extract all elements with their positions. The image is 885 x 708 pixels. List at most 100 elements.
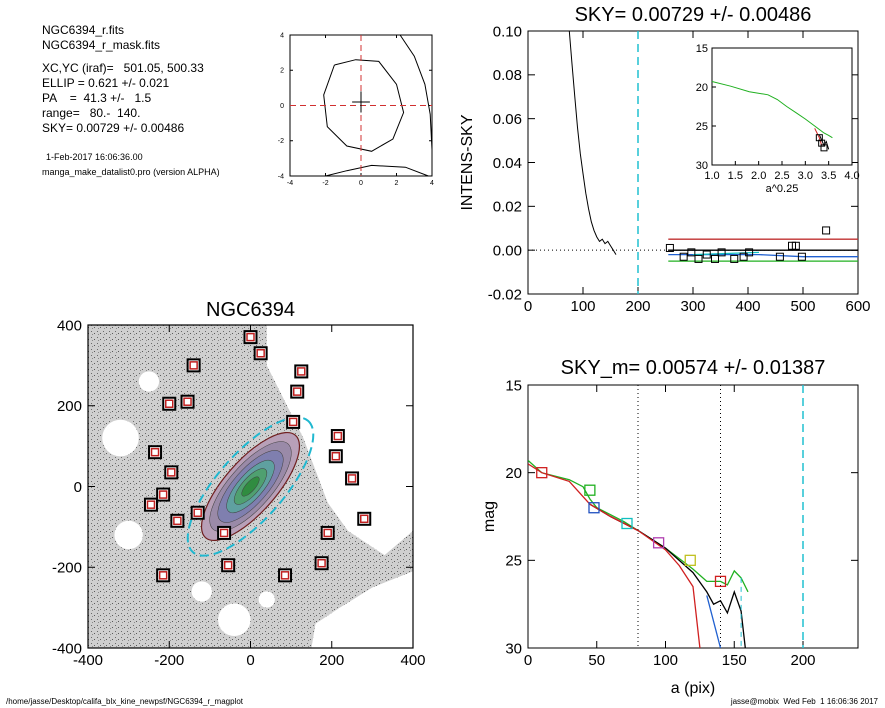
sky-box-inner — [333, 431, 343, 441]
mag-profile-title: SKY_m= 0.00574 +/- 0.01387 — [561, 357, 826, 379]
sky-profile-xtick-label: 200 — [625, 298, 650, 315]
sky-box-inner — [292, 387, 302, 396]
sky-profile-ytick-label: 0.10 — [493, 23, 522, 40]
inset-square — [818, 139, 826, 147]
inset-ytick-label: 25 — [696, 121, 708, 133]
inner-contour — [323, 59, 405, 152]
center-contour-plot: -4 -2 0 2 4 -4 -2 0 2 4 — [278, 32, 434, 187]
masked-hole — [138, 371, 160, 392]
sky-box-inner — [150, 447, 160, 457]
sky-sample-square — [775, 252, 784, 261]
sky-profile-ytick-label: 0.06 — [493, 111, 522, 128]
mag-sample-square — [684, 554, 696, 566]
noise-field — [88, 325, 413, 648]
sky-profile-xtick-label: 400 — [735, 298, 760, 315]
sky-sample-square — [791, 241, 800, 250]
sky-box-inner — [158, 490, 168, 499]
fit-ellipse-dashed — [186, 416, 315, 557]
inset-xtick-label: 3.5 — [821, 170, 836, 182]
galaxy-map-plot: -400 -200 0 200 400 -400 -200 0 200 400 NGC6394 — [52, 299, 426, 669]
mag-sample-square — [621, 517, 633, 530]
mag-profile-xtick-label: 0 — [524, 652, 532, 669]
sky-sample-square — [745, 248, 754, 257]
sky-level-line — [692, 251, 760, 256]
sky-box-inner — [246, 332, 255, 342]
inset-xlabel: a^0.25 — [766, 183, 799, 195]
sky-sample-square — [711, 254, 719, 263]
sky-profile-xtick-label: 500 — [790, 298, 815, 315]
sky-box-inner — [223, 560, 233, 570]
info-date: 1-Feb-2017 16:06:36.00 — [46, 152, 143, 162]
sky-profile-ytick-label: 0.04 — [493, 155, 522, 172]
center-contour-ytick-label: 4 — [280, 32, 284, 39]
inset-ytick-label: 15 — [696, 43, 708, 55]
mag-profile-ylabel: mag — [481, 501, 498, 532]
inset-ytick-label: 30 — [696, 160, 708, 172]
sky-sample-square — [739, 252, 748, 261]
center-contour-ytick-label: 0 — [280, 103, 284, 110]
inset-green-line — [711, 81, 833, 139]
sky-box-inner — [219, 528, 229, 538]
mag-sample-square — [652, 537, 665, 549]
info-line-mask: NGC6394_r_mask.fits — [42, 38, 160, 52]
galaxy-map-ytick-label: 0 — [74, 479, 82, 496]
sky-box-inner — [167, 468, 176, 477]
outer-contour — [399, 34, 433, 150]
masked-hole — [368, 595, 393, 620]
sky-profile-xtick-label: 100 — [570, 298, 595, 315]
masked-hole — [191, 581, 212, 602]
mag-profile-xlabel: a (pix) — [671, 680, 715, 697]
sky-box-inner — [331, 451, 341, 461]
galaxy-map-xtick-label: 400 — [400, 652, 425, 669]
inset-xtick-label: 1.5 — [728, 170, 743, 182]
center-contour-xtick-label: 4 — [430, 180, 434, 187]
sky-profile-plot: 0 100 200 300 400 500 600 -0.02 0.00 0.02 0.04 0.06… — [459, 4, 871, 315]
sky-box-inner — [360, 514, 369, 524]
sky-sample-square — [822, 226, 831, 235]
sky-sample-square — [687, 248, 696, 257]
galaxy-map-ytick-label: -200 — [52, 560, 82, 577]
footer-stamp: jasse@mobix Wed Feb 1 16:06:36 2017 — [730, 697, 879, 706]
sky-box-inner — [173, 516, 182, 526]
footer-path: /home/jasse/Desktop/califa_blx_kine_newp… — [6, 697, 244, 706]
mag-lines — [528, 459, 749, 648]
mag-profile-frame — [527, 384, 859, 649]
masked-hole — [218, 603, 251, 636]
info-block: NGC6394_r.fits NGC6394_r_mask.fits XC,YC… — [42, 23, 220, 177]
inset-square — [815, 134, 823, 142]
galaxy-map-ytick-label: -400 — [52, 640, 82, 657]
sky-sample-square — [702, 250, 711, 259]
sky-box-inner — [288, 417, 298, 427]
sky-profile-ytick-label: 0.08 — [493, 67, 522, 84]
mag-sample-square — [536, 467, 548, 479]
mag-profile-ytick-label: 15 — [505, 377, 522, 394]
mag-profile-line — [706, 595, 722, 648]
galaxy-isophotes — [186, 416, 315, 557]
mag-profile-line — [528, 463, 701, 648]
masked-hole — [114, 520, 143, 550]
mag-profile-xtick-label: 100 — [653, 652, 678, 669]
center-contour-xtick-label: -2 — [322, 180, 328, 187]
sky-profile-xtick-label: 300 — [680, 298, 705, 315]
mag-profile-ytick-label: 20 — [505, 465, 522, 482]
sky-profile-ytick-label: -0.02 — [488, 286, 522, 303]
center-contour-ytick-label: -4 — [278, 173, 284, 180]
mag-sample-square — [714, 575, 727, 588]
info-line-center: XC,YC (iraf)= 501.05, 500.33 — [42, 61, 204, 75]
intensity-profile-line — [568, 30, 617, 255]
sky-profile-ytick-label: 0.02 — [493, 199, 522, 216]
galaxy-isophote — [241, 476, 260, 497]
sky-sample-square — [665, 243, 674, 252]
galaxy-map-ytick-label: 200 — [57, 398, 82, 415]
sky-sample-square — [679, 252, 688, 261]
inset-frame — [711, 47, 853, 166]
sky-box-inner — [193, 508, 202, 517]
center-contour-ytick-label: 2 — [280, 68, 284, 75]
info-line-ellip: ELLIP = 0.621 +/- 0.021 — [42, 76, 170, 90]
info-line-pa: PA = 41.3 +/- 1.5 — [42, 91, 152, 105]
sky-profile-xtick-label: 0 — [524, 298, 532, 315]
sky-box-inner — [189, 361, 198, 370]
sky-box-inner — [347, 474, 357, 483]
galaxy-map-xtick-label: -400 — [73, 652, 103, 669]
mag-profile-plot: 0 50 100 150 200 15 20 25 30 SKY_m= 0.00574 +/- 0… — [481, 357, 859, 697]
